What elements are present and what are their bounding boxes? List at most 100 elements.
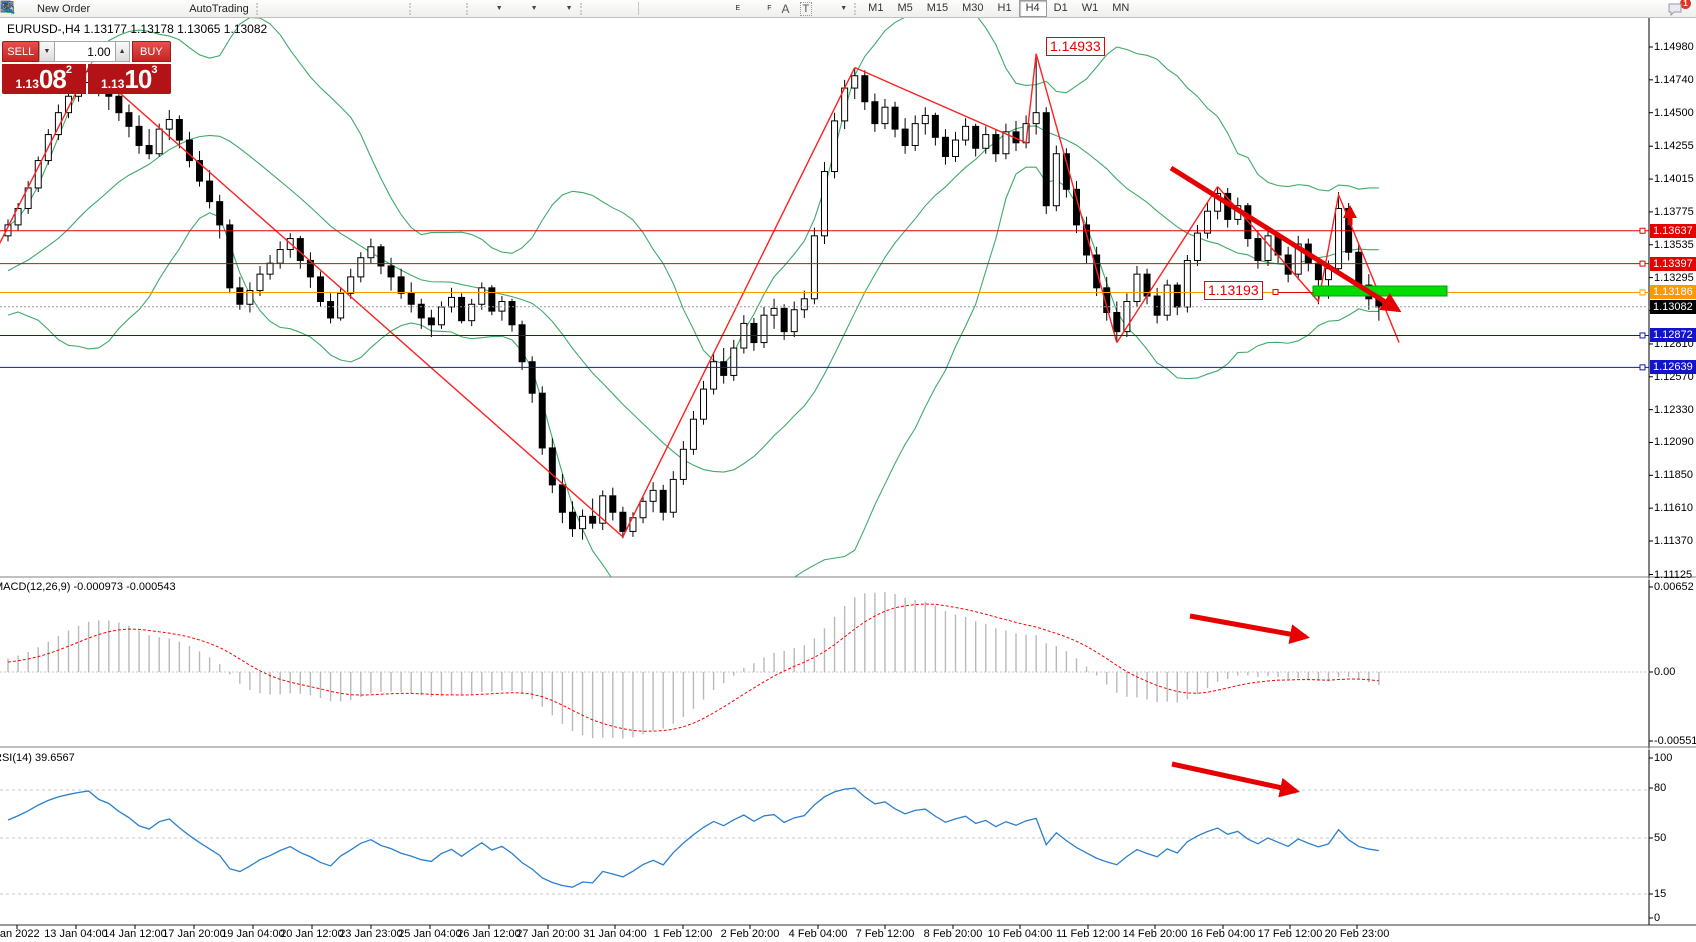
- candlestick: [619, 511, 627, 532]
- candlestick: [851, 75, 859, 89]
- candlestick: [347, 276, 355, 294]
- level-line-anchor[interactable]: [1639, 227, 1646, 234]
- horizontal-line-tool[interactable]: [1, 0, 690, 18]
- price-tick-label: 1.11850: [1654, 469, 1693, 482]
- candlestick-chart-button[interactable]: [2, 0, 311, 18]
- candlestick: [548, 447, 556, 486]
- one-click-trading-panel: SELL ▼ ▲ BUY 1.13 08 2 1.13 10 3: [2, 41, 171, 94]
- macd-tick-label: 0.00652: [1654, 581, 1694, 593]
- vertical-line-tool[interactable]: [6, 0, 666, 18]
- candlestick: [1103, 287, 1111, 313]
- zoom-out-button[interactable]: [1, 0, 383, 18]
- candlestick: [468, 303, 476, 322]
- candlestick: [407, 292, 415, 305]
- profile-button[interactable]: [0, 0, 143, 18]
- tab-timeframe-m5[interactable]: M5: [897, 2, 913, 14]
- candlestick: [478, 287, 486, 305]
- trendline-zigzag[interactable]: [0, 67, 90, 247]
- level-line-anchor[interactable]: [1639, 289, 1646, 296]
- tab-timeframe-d1[interactable]: D1: [1053, 2, 1068, 14]
- line-chart-button[interactable]: [0, 0, 335, 18]
- price-annotation-spike[interactable]: 1.14933: [1046, 37, 1105, 56]
- buy-button[interactable]: BUY: [131, 41, 171, 62]
- trendline-tool[interactable]: [1, 0, 714, 18]
- arrows-dropdown-arrow: ▼: [840, 5, 848, 12]
- toolbar-handle: [579, 2, 585, 15]
- time-tick-label: 14 Feb 20:00: [1122, 928, 1188, 940]
- tab-timeframe-h4[interactable]: H4: [1018, 0, 1047, 17]
- sell-price-display[interactable]: 1.13 08 2: [2, 64, 86, 94]
- search-icon[interactable]: [1, 1, 1660, 15]
- support-zone-rectangle[interactable]: [1312, 285, 1448, 297]
- level-line-anchor[interactable]: [1639, 260, 1646, 267]
- market-button[interactable]: [0, 0, 119, 18]
- indicators-button[interactable]: ▼: [0, 0, 508, 18]
- auto-scroll-button[interactable]: [1, 0, 440, 18]
- tab-timeframe-m15[interactable]: M15: [926, 2, 949, 14]
- trend-arrow-main[interactable]: [1169, 165, 1402, 313]
- volume-input[interactable]: [54, 41, 115, 62]
- mini-up-arrow[interactable]: [1343, 205, 1357, 218]
- level-line-anchor[interactable]: [1639, 364, 1646, 371]
- templates-button[interactable]: ▼: [0, 0, 578, 18]
- text-label-tool[interactable]: T: [795, 0, 818, 18]
- sell-price-small: 1.13: [15, 77, 39, 91]
- bar-chart-button[interactable]: [2, 0, 287, 18]
- autotrading-label: AutoTrading: [189, 2, 249, 15]
- crosshair-tool[interactable]: [1, 0, 635, 18]
- main-toolbar: New Order AutoTrading: [0, 0, 1696, 18]
- new-order-button[interactable]: New Order: [0, 0, 95, 18]
- candlestick: [659, 489, 667, 513]
- tab-timeframe-m1[interactable]: M1: [868, 2, 884, 14]
- candlestick: [1153, 295, 1161, 316]
- channel-tool[interactable]: E: [0, 0, 746, 18]
- trendline-zigzag[interactable]: [1217, 186, 1400, 343]
- signals-button[interactable]: [1, 0, 167, 18]
- sell-button[interactable]: SELL: [2, 41, 40, 62]
- time-tick-label: 4 Feb 04:00: [788, 928, 848, 940]
- tile-windows-button[interactable]: [1, 0, 407, 18]
- trendline-icon: [1, 1, 709, 15]
- trendline-zigzag[interactable]: [622, 67, 856, 538]
- level-line-anchor[interactable]: [1639, 332, 1646, 339]
- trendline-zigzag[interactable]: [1116, 186, 1219, 343]
- price-badge: 1.13082: [1650, 299, 1696, 314]
- time-tick-label: 25 Jan 04:00: [398, 928, 462, 940]
- fibonacci-tool[interactable]: F: [1, 0, 776, 18]
- fibonacci-icon: [1, 2, 764, 15]
- trendline-zigzag[interactable]: [98, 73, 624, 538]
- candlestick: [236, 287, 244, 305]
- trend-arrow-macd[interactable]: [1189, 613, 1310, 644]
- trendline-zigzag[interactable]: [854, 53, 1118, 343]
- tab-timeframe-w1[interactable]: W1: [1081, 2, 1099, 14]
- periods-button[interactable]: ▼: [1, 0, 543, 18]
- mini-up-arrow-stem[interactable]: [1347, 217, 1353, 225]
- tab-timeframe-m30[interactable]: M30: [962, 2, 984, 14]
- candlestick: [1264, 235, 1272, 261]
- price-annotation-support[interactable]: 1.13193: [1204, 281, 1263, 300]
- trend-arrow-rsi[interactable]: [1171, 761, 1300, 798]
- chart-title: EURUSD-,H4 1.13177 1.13178 1.13065 1.130…: [7, 22, 268, 36]
- main-panel: [0, 18, 1400, 577]
- candlestick: [770, 307, 778, 316]
- arrows-tool[interactable]: ▼: [1, 0, 852, 18]
- tab-timeframe-h1[interactable]: H1: [997, 2, 1012, 14]
- notifications-icon[interactable]: 1: [1668, 0, 1691, 16]
- time-tick-label: 20 Feb 23:00: [1324, 928, 1390, 940]
- notification-count-badge: 1: [1680, 0, 1691, 9]
- volume-increase-button[interactable]: ▲: [114, 41, 130, 62]
- text-label-tool-label: T: [799, 1, 813, 16]
- buy-price-display[interactable]: 1.13 10 3: [87, 64, 171, 94]
- text-tool[interactable]: A: [776, 0, 794, 18]
- autotrading-button[interactable]: AutoTrading: [0, 0, 254, 18]
- time-tick-label: 17 Feb 12:00: [1257, 928, 1323, 940]
- candlestick: [750, 322, 758, 344]
- cursor-tool[interactable]: [4, 0, 611, 18]
- tab-timeframe-mn[interactable]: MN: [1112, 2, 1130, 14]
- volume-decrease-button[interactable]: ▼: [39, 41, 55, 62]
- autotrading-icon: [0, 1, 186, 15]
- zoom-in-button[interactable]: [1, 0, 359, 18]
- chart-shift-button[interactable]: [0, 0, 464, 18]
- candlestick: [568, 511, 576, 530]
